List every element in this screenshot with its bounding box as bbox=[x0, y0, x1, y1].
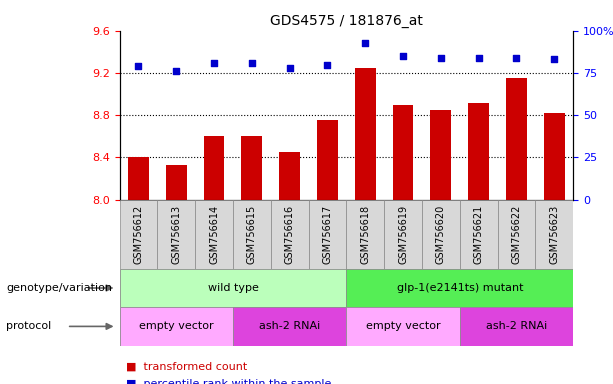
Point bbox=[360, 40, 370, 46]
Point bbox=[209, 60, 219, 66]
Bar bbox=[346, 269, 573, 307]
Bar bbox=[384, 200, 422, 269]
Bar bbox=[166, 165, 186, 200]
Bar bbox=[120, 200, 158, 269]
Bar bbox=[317, 121, 338, 200]
Bar bbox=[460, 200, 498, 269]
Text: ash-2 RNAi: ash-2 RNAi bbox=[486, 321, 547, 331]
Text: GSM756615: GSM756615 bbox=[247, 205, 257, 264]
Text: ■  percentile rank within the sample: ■ percentile rank within the sample bbox=[126, 379, 331, 384]
Text: GSM756619: GSM756619 bbox=[398, 205, 408, 264]
Point bbox=[172, 68, 181, 74]
Text: GSM756618: GSM756618 bbox=[360, 205, 370, 264]
Bar bbox=[468, 103, 489, 200]
Bar bbox=[128, 157, 149, 200]
Text: wild type: wild type bbox=[208, 283, 258, 293]
Text: GSM756617: GSM756617 bbox=[322, 205, 332, 264]
Bar bbox=[422, 200, 460, 269]
Point bbox=[285, 65, 295, 71]
Text: genotype/variation: genotype/variation bbox=[6, 283, 112, 293]
Text: protocol: protocol bbox=[6, 321, 51, 331]
Text: GSM756614: GSM756614 bbox=[209, 205, 219, 264]
Bar bbox=[506, 78, 527, 200]
Point bbox=[474, 55, 484, 61]
Bar bbox=[233, 307, 346, 346]
Bar bbox=[498, 200, 535, 269]
Title: GDS4575 / 181876_at: GDS4575 / 181876_at bbox=[270, 14, 423, 28]
Text: ■  transformed count: ■ transformed count bbox=[126, 362, 247, 372]
Bar bbox=[233, 200, 271, 269]
Text: empty vector: empty vector bbox=[139, 321, 213, 331]
Bar bbox=[280, 152, 300, 200]
Text: GSM756612: GSM756612 bbox=[134, 205, 143, 264]
Bar bbox=[346, 200, 384, 269]
Bar bbox=[355, 68, 376, 200]
Bar bbox=[460, 307, 573, 346]
Bar bbox=[242, 136, 262, 200]
Text: ash-2 RNAi: ash-2 RNAi bbox=[259, 321, 320, 331]
Point bbox=[436, 55, 446, 61]
Bar bbox=[195, 200, 233, 269]
Point bbox=[134, 63, 143, 69]
Point bbox=[398, 53, 408, 59]
Bar bbox=[120, 307, 233, 346]
Text: GSM756616: GSM756616 bbox=[284, 205, 295, 264]
Text: GSM756623: GSM756623 bbox=[549, 205, 559, 264]
Bar bbox=[120, 269, 346, 307]
Bar bbox=[535, 200, 573, 269]
Point bbox=[512, 55, 522, 61]
Bar bbox=[430, 110, 451, 200]
Bar bbox=[158, 200, 195, 269]
Bar bbox=[544, 113, 565, 200]
Bar bbox=[346, 307, 460, 346]
Point bbox=[247, 60, 257, 66]
Point bbox=[549, 56, 559, 63]
Point bbox=[322, 61, 332, 68]
Text: GSM756620: GSM756620 bbox=[436, 205, 446, 264]
Text: empty vector: empty vector bbox=[366, 321, 440, 331]
Bar bbox=[204, 136, 224, 200]
Text: GSM756621: GSM756621 bbox=[474, 205, 484, 264]
Text: GSM756622: GSM756622 bbox=[511, 205, 522, 264]
Bar bbox=[271, 200, 308, 269]
Bar bbox=[393, 104, 413, 200]
Text: glp-1(e2141ts) mutant: glp-1(e2141ts) mutant bbox=[397, 283, 523, 293]
Bar bbox=[308, 200, 346, 269]
Text: GSM756613: GSM756613 bbox=[171, 205, 181, 264]
